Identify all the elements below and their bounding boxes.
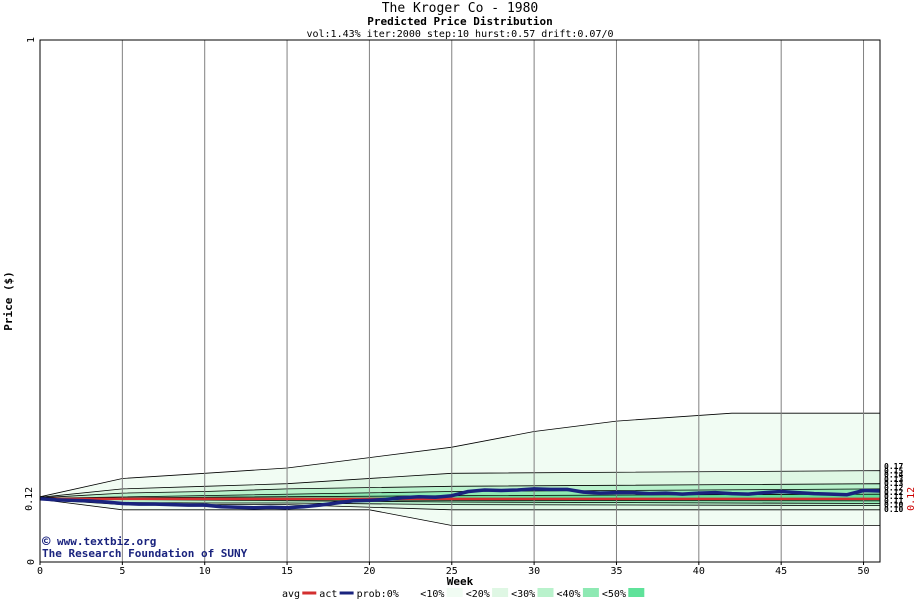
legend-swatch-4: [492, 588, 509, 597]
right-label-7: 0.11: [884, 492, 903, 501]
copyright-symbol: ©: [42, 534, 51, 550]
right-label-10: 0.10: [884, 505, 903, 514]
x-tick-label-20: 20: [363, 566, 375, 577]
legend-label-7: <50%: [602, 589, 626, 600]
x-tick-label-5: 5: [119, 566, 125, 577]
probability-bands: [39, 412, 881, 526]
right-label-2: 0.14: [884, 471, 903, 480]
legend-swatch-6: [582, 588, 599, 597]
x-tick-label-25: 25: [446, 566, 458, 577]
x-tick-label-0: 0: [37, 566, 43, 577]
x-tick-label-50: 50: [858, 566, 870, 577]
legend-label-0: avg: [282, 589, 300, 600]
series-lines: [39, 487, 881, 510]
prob-series-line: [39, 487, 881, 510]
y-axis-label: Price ($): [2, 271, 15, 331]
x-tick-labels: 0 5 10 15 20 25 30 35 40 45 50: [37, 562, 870, 577]
x-tick-label-30: 30: [528, 566, 540, 577]
x-tick-label-10: 10: [199, 566, 211, 577]
right-label-0: 0.17: [884, 462, 903, 471]
plot-frame: [39, 39, 881, 563]
legend-swatch-3: [446, 588, 463, 597]
right-label-6: 0.12: [884, 488, 903, 497]
y-tick-labels: 010.12: [24, 37, 37, 565]
legend: avg act prob:0% <10% <20% <30% <40% <50%: [282, 588, 645, 600]
chart-subtitle: Predicted Price Distribution: [367, 15, 552, 28]
legend-label-4: <20%: [466, 589, 490, 600]
legend-swatch-2: [401, 588, 418, 597]
y-marker-label: 0.12: [24, 487, 35, 511]
right-label-1: 0.15: [884, 466, 903, 475]
x-axis-label: Week: [447, 575, 474, 588]
legend-label-6: <40%: [557, 589, 581, 600]
chart-params: vol:1.43% iter:2000 step:10 hurst:0.57 d…: [306, 29, 613, 40]
credit-site: www.textbiz.org: [57, 535, 156, 548]
legend-swatch-7: [628, 588, 645, 597]
x-tick-label-15: 15: [281, 566, 293, 577]
right-label-8: 0.11: [884, 496, 903, 505]
legend-swatch-5: [537, 588, 554, 597]
x-tick-label-45: 45: [775, 566, 787, 577]
y-tick-label-1: 1: [26, 37, 37, 43]
legend-label-3: <10%: [420, 589, 444, 600]
right-marker-label: 0.12: [906, 487, 917, 511]
right-label-4: 0.13: [884, 479, 903, 488]
x-tick-label-40: 40: [693, 566, 705, 577]
legend-label-1: act: [319, 589, 337, 600]
right-label-3: 0.13: [884, 475, 903, 484]
legend-label-2: prob:0%: [357, 589, 399, 600]
y-tick-label-0: 0: [26, 559, 37, 565]
grid-lines: [121, 40, 865, 562]
right-label-5: 0.12: [884, 484, 903, 493]
right-label-9: 0.10: [884, 501, 903, 510]
credit-org: The Research Foundation of SUNY: [42, 547, 248, 560]
right-price-labels: 0.170.150.140.130.130.120.120.110.110.10…: [884, 462, 917, 514]
legend-label-5: <30%: [511, 589, 535, 600]
chart-title: The Kroger Co - 1980: [382, 1, 539, 16]
x-tick-label-35: 35: [610, 566, 622, 577]
